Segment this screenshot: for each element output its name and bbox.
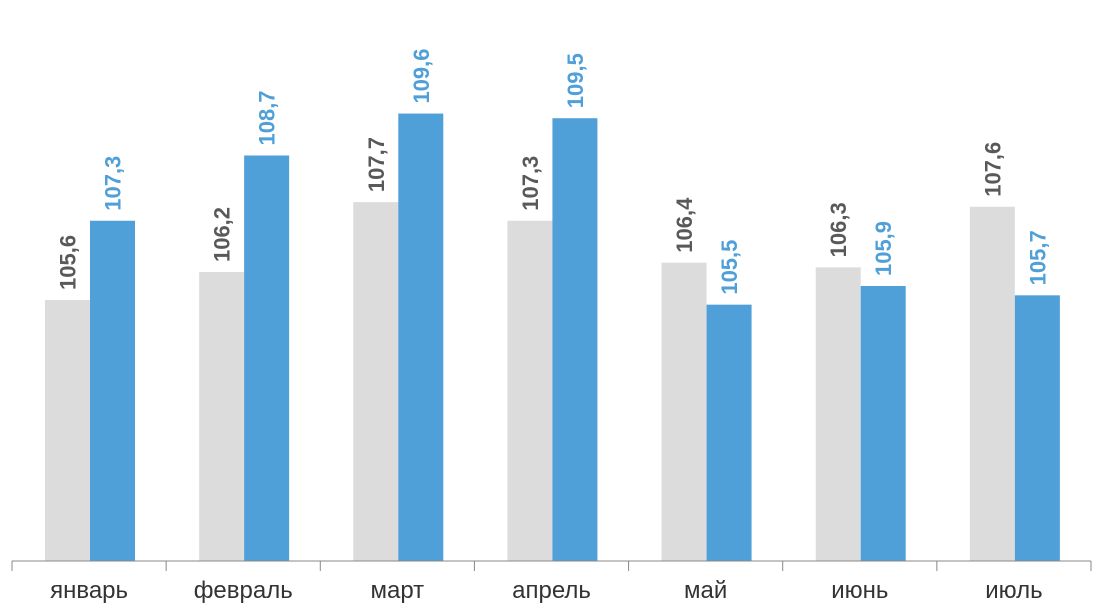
data-label-series-1-июль: 107,6 <box>980 142 1005 197</box>
x-tick-label-июль: июль <box>985 577 1042 604</box>
x-tick-label-июнь: июнь <box>831 577 888 604</box>
data-label-series-1-апрель: 107,3 <box>518 156 543 211</box>
bar-series-2-март <box>398 113 444 561</box>
x-tick-label-май: май <box>684 577 727 604</box>
data-label-series-2-апрель: 109,5 <box>563 53 588 108</box>
x-tick-label-февраль: февраль <box>194 577 293 604</box>
data-label-series-2-февраль: 108,7 <box>255 90 280 145</box>
bar-series-2-июль <box>1014 295 1060 561</box>
data-label-series-2-май: 105,5 <box>717 240 742 295</box>
bars-layer <box>45 113 1060 562</box>
data-label-series-1-февраль: 106,2 <box>210 207 235 262</box>
data-label-series-2-январь: 107,3 <box>101 156 126 211</box>
data-label-series-1-март: 107,7 <box>364 137 389 192</box>
x-axis: январь февраль март апрель май июнь июль <box>11 560 1092 604</box>
data-label-series-2-июль: 105,7 <box>1025 230 1050 285</box>
bar-series-1-апрель <box>507 220 553 561</box>
x-tick-label-март: март <box>371 577 425 604</box>
data-label-series-2-июнь: 105,9 <box>871 221 896 276</box>
bar-series-2-май <box>706 304 752 561</box>
x-tick-label-январь: январь <box>50 577 128 604</box>
data-labels-layer: 105,6 107,3 106,2 108,7 107,7 109,6 107,3 109,5… <box>56 48 1051 294</box>
data-label-series-1-июнь: 106,3 <box>826 202 851 257</box>
data-label-series-2-март: 109,6 <box>409 48 434 103</box>
data-label-series-1-май: 106,4 <box>672 197 697 253</box>
bar-series-2-июнь <box>860 286 906 561</box>
bar-series-1-июль <box>969 206 1015 561</box>
bar-series-1-январь <box>45 299 90 561</box>
data-label-series-1-январь: 105,6 <box>56 235 81 290</box>
bar-series-1-июнь <box>815 267 861 561</box>
bar-series-1-март <box>353 202 399 561</box>
bar-series-1-февраль <box>199 272 245 561</box>
x-tick-label-апрель: апрель <box>512 577 591 604</box>
bar-series-2-январь <box>90 220 135 561</box>
bar-series-2-февраль <box>244 155 290 562</box>
bar-series-1-май <box>661 262 707 561</box>
bar-series-2-апрель <box>552 118 598 561</box>
